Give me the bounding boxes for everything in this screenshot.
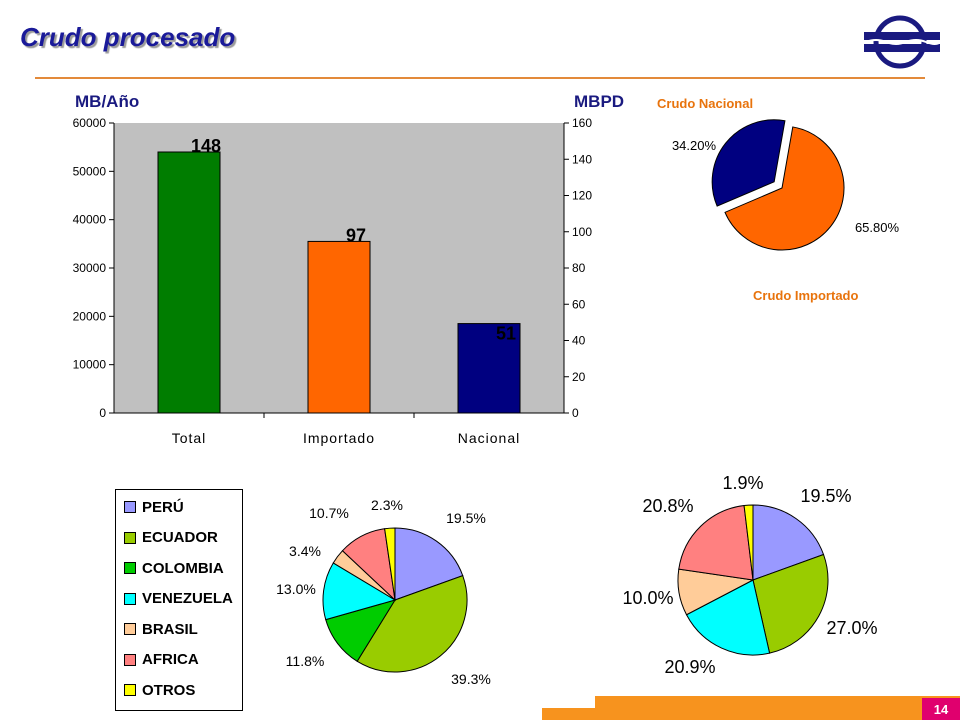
pie-slice bbox=[322, 562, 397, 621]
y2-tick-label: 160 bbox=[572, 116, 592, 130]
legend-item-0: PERÚ bbox=[124, 498, 184, 516]
y2-tick-label: 20 bbox=[572, 370, 586, 384]
legend-label: AFRICA bbox=[142, 651, 199, 668]
legend-label: BRASIL bbox=[142, 620, 198, 638]
bar-importado bbox=[307, 240, 371, 414]
legend-label: VENEZUELA bbox=[142, 590, 233, 607]
bar-nacional bbox=[457, 323, 521, 414]
legend-swatch bbox=[124, 653, 136, 666]
y2-tick-label: 120 bbox=[572, 189, 592, 203]
pie-data-label: 34.20% bbox=[672, 138, 717, 153]
bar-data-label: 97 bbox=[346, 225, 366, 245]
pie-slice bbox=[685, 579, 771, 656]
legend-swatch bbox=[124, 592, 136, 605]
y2-tick-label: 100 bbox=[572, 225, 592, 239]
y2-tick-label: 0 bbox=[572, 406, 579, 420]
x-tick-label: Importado bbox=[303, 430, 375, 446]
pie-data-label: 10.0% bbox=[622, 588, 673, 608]
legend-item-5: AFRICA bbox=[124, 651, 199, 669]
pie-data-label: 39.3% bbox=[451, 671, 491, 687]
pie-slice bbox=[384, 527, 396, 601]
x-tick-label: Nacional bbox=[458, 430, 520, 446]
legend-swatch bbox=[124, 531, 136, 544]
left-axis-unit: MB/Año bbox=[75, 92, 140, 111]
y-tick-label: 40000 bbox=[73, 213, 107, 227]
pie-data-label: 27.0% bbox=[826, 618, 877, 638]
legend-label: COLOMBIA bbox=[142, 559, 224, 577]
title-divider bbox=[35, 77, 925, 79]
pie-data-label: 1.9% bbox=[722, 473, 763, 493]
pie-data-label: 11.8% bbox=[286, 653, 325, 669]
pie-slice bbox=[711, 119, 786, 207]
company-logo-icon bbox=[864, 15, 941, 69]
pie-data-label: 10.7% bbox=[309, 505, 349, 521]
y2-tick-label: 80 bbox=[572, 261, 586, 275]
legend-swatch bbox=[124, 623, 136, 635]
bar-data-label: 148 bbox=[191, 136, 221, 156]
y2-tick-label: 60 bbox=[572, 297, 586, 311]
legend-swatch bbox=[124, 562, 136, 574]
legend-item-6: OTROS bbox=[124, 681, 195, 699]
page-number: 14 bbox=[922, 698, 960, 720]
right-axis-unit: MBPD bbox=[574, 92, 625, 111]
legend-item-3: VENEZUELA bbox=[124, 590, 233, 608]
y-tick-label: 50000 bbox=[73, 164, 107, 178]
pie-slice bbox=[356, 574, 468, 673]
pie-data-label: 20.8% bbox=[642, 496, 693, 516]
y2-tick-label: 40 bbox=[572, 334, 586, 348]
chart-legend: PERÚ ECUADOR COLOMBIA VENEZUELA BRASIL AFRICA… bbox=[115, 489, 243, 711]
pie-title-importado: Crudo Importado bbox=[753, 288, 859, 303]
y2-tick-label: 140 bbox=[572, 152, 592, 166]
x-tick-label: Total bbox=[172, 430, 207, 446]
y-tick-label: 30000 bbox=[73, 261, 107, 275]
legend-label: OTROS bbox=[142, 681, 196, 699]
legend-swatch bbox=[124, 501, 136, 513]
pie-title-nacional: Crudo Nacional bbox=[657, 96, 754, 111]
pie-slice bbox=[724, 126, 845, 251]
bar-data-label: 51 bbox=[496, 324, 516, 344]
footer-bar bbox=[542, 708, 960, 720]
legend-item-1: ECUADOR bbox=[124, 529, 218, 547]
legend-label: PERÚ bbox=[142, 498, 184, 516]
pie-data-label: 65.80% bbox=[855, 220, 900, 235]
pie-data-label: 2.3% bbox=[371, 497, 403, 513]
pie-slice bbox=[678, 504, 754, 581]
y-tick-label: 60000 bbox=[73, 116, 107, 130]
page-title: Crudo procesado bbox=[20, 22, 236, 52]
legend-item-2: COLOMBIA bbox=[124, 559, 224, 577]
legend-label: ECUADOR bbox=[142, 529, 218, 546]
pie-slice bbox=[743, 504, 754, 581]
y-tick-label: 20000 bbox=[73, 309, 107, 323]
pie-data-label: 19.5% bbox=[800, 486, 851, 506]
pie-data-label: 3.4% bbox=[289, 543, 321, 559]
y-tick-label: 10000 bbox=[73, 358, 107, 372]
legend-swatch bbox=[124, 684, 136, 696]
pie-slice bbox=[394, 527, 464, 601]
pie-data-label: 19.5% bbox=[446, 510, 486, 526]
pie-data-label: 20.9% bbox=[664, 657, 715, 677]
legend-item-4: BRASIL bbox=[124, 620, 198, 638]
bar-total bbox=[157, 151, 221, 414]
pie-slice bbox=[752, 553, 829, 654]
footer-band bbox=[595, 696, 960, 708]
pie-data-label: 13.0% bbox=[276, 581, 316, 597]
pie-slice bbox=[752, 504, 825, 581]
y-tick-label: 0 bbox=[99, 406, 106, 420]
